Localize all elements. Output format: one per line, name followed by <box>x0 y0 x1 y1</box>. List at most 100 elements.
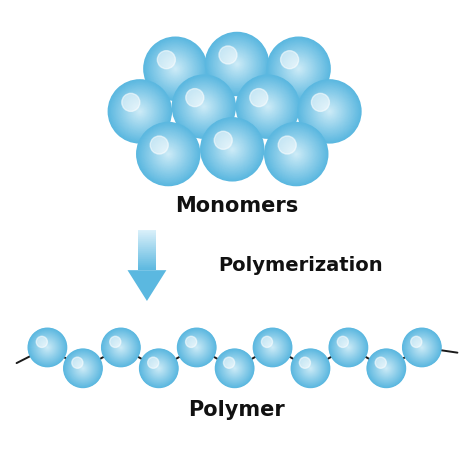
Circle shape <box>283 140 310 168</box>
Circle shape <box>295 153 297 155</box>
Circle shape <box>325 107 334 116</box>
Circle shape <box>182 333 211 362</box>
Circle shape <box>158 52 192 86</box>
Circle shape <box>219 136 246 163</box>
Circle shape <box>338 337 359 358</box>
Circle shape <box>71 356 95 380</box>
Circle shape <box>289 147 303 161</box>
Circle shape <box>126 98 154 125</box>
Circle shape <box>272 42 325 95</box>
Circle shape <box>234 367 236 369</box>
Circle shape <box>110 337 132 358</box>
Circle shape <box>375 357 386 368</box>
Circle shape <box>147 356 171 380</box>
Circle shape <box>228 362 241 375</box>
Circle shape <box>228 146 236 154</box>
Circle shape <box>173 66 178 71</box>
Circle shape <box>221 355 248 382</box>
Circle shape <box>227 360 243 376</box>
Polygon shape <box>138 234 156 235</box>
Circle shape <box>367 349 405 387</box>
Circle shape <box>194 345 200 350</box>
Circle shape <box>268 343 277 352</box>
Circle shape <box>410 336 434 359</box>
Circle shape <box>262 101 273 112</box>
Circle shape <box>139 125 197 183</box>
Circle shape <box>32 332 63 363</box>
Circle shape <box>222 356 247 381</box>
Circle shape <box>410 335 434 360</box>
Circle shape <box>236 74 300 139</box>
Circle shape <box>405 330 439 365</box>
Circle shape <box>194 97 213 116</box>
Circle shape <box>306 88 353 135</box>
Circle shape <box>116 342 126 353</box>
Circle shape <box>37 337 58 358</box>
Circle shape <box>191 341 203 354</box>
Circle shape <box>137 123 199 185</box>
Circle shape <box>419 345 425 350</box>
Circle shape <box>175 78 233 136</box>
Circle shape <box>184 335 210 360</box>
Circle shape <box>240 79 295 134</box>
Circle shape <box>298 356 323 381</box>
Circle shape <box>377 359 395 377</box>
Circle shape <box>319 101 340 122</box>
Circle shape <box>193 344 201 351</box>
Circle shape <box>179 330 214 365</box>
Circle shape <box>144 354 174 383</box>
Circle shape <box>136 108 144 116</box>
Circle shape <box>292 350 329 387</box>
Circle shape <box>154 363 164 374</box>
Circle shape <box>199 102 209 111</box>
Circle shape <box>189 339 205 356</box>
Circle shape <box>337 336 360 359</box>
Circle shape <box>283 54 314 84</box>
Circle shape <box>158 144 179 164</box>
Circle shape <box>213 130 252 169</box>
Circle shape <box>104 330 138 365</box>
Circle shape <box>320 102 339 121</box>
Circle shape <box>155 141 181 167</box>
Circle shape <box>266 105 269 108</box>
Circle shape <box>177 328 216 367</box>
Circle shape <box>146 356 171 381</box>
Circle shape <box>281 51 316 86</box>
Circle shape <box>105 332 137 363</box>
Circle shape <box>28 328 67 367</box>
Circle shape <box>272 346 273 348</box>
Circle shape <box>273 44 324 94</box>
Circle shape <box>147 133 189 175</box>
Circle shape <box>163 57 187 81</box>
Circle shape <box>209 36 265 92</box>
Circle shape <box>187 90 221 124</box>
Polygon shape <box>138 231 156 232</box>
Circle shape <box>164 149 173 159</box>
Circle shape <box>285 143 308 165</box>
Circle shape <box>174 68 176 70</box>
Circle shape <box>291 61 307 77</box>
Circle shape <box>263 338 282 357</box>
Circle shape <box>336 335 361 360</box>
Circle shape <box>367 349 406 388</box>
Circle shape <box>160 54 191 84</box>
Circle shape <box>230 57 244 71</box>
Circle shape <box>267 125 325 183</box>
Circle shape <box>223 140 242 159</box>
Circle shape <box>165 58 186 79</box>
Circle shape <box>278 136 296 154</box>
Circle shape <box>150 136 187 173</box>
Circle shape <box>128 100 152 124</box>
Circle shape <box>143 36 208 101</box>
Circle shape <box>111 338 130 357</box>
Polygon shape <box>138 244 156 245</box>
Circle shape <box>146 132 190 176</box>
Circle shape <box>40 340 55 355</box>
Circle shape <box>295 65 302 72</box>
Circle shape <box>259 334 286 361</box>
Circle shape <box>202 119 262 179</box>
Circle shape <box>379 361 394 376</box>
Circle shape <box>151 361 166 376</box>
Circle shape <box>108 334 134 361</box>
Circle shape <box>329 328 368 367</box>
